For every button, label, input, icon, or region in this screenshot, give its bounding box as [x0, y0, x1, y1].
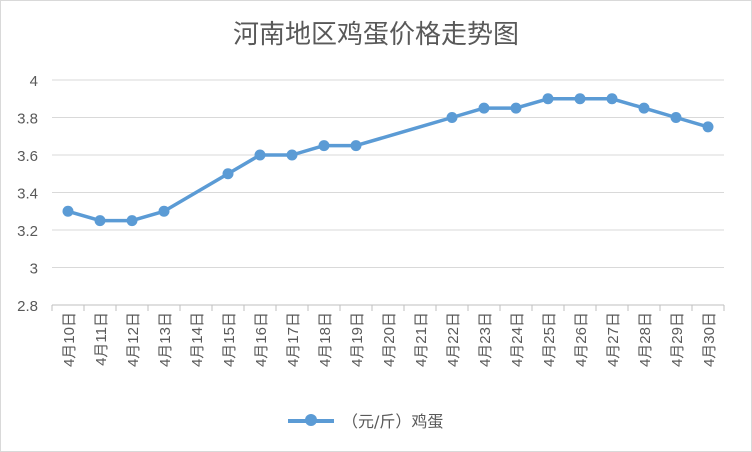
data-point	[478, 102, 490, 114]
data-point	[126, 215, 138, 227]
x-tick-label: 4月11日	[93, 312, 110, 366]
x-tick-label: 4月22日	[445, 312, 462, 367]
x-tick-label: 4月14日	[189, 312, 206, 367]
x-tick-label: 4月20日	[381, 312, 398, 367]
x-tick-label: 4月28日	[637, 312, 654, 367]
data-point	[286, 149, 298, 161]
x-tick-label: 4月21日	[413, 312, 430, 367]
x-tick-label: 4月23日	[477, 312, 494, 367]
x-tick-label: 4月16日	[253, 312, 270, 367]
series-line	[66, 97, 710, 223]
data-point	[94, 215, 106, 227]
x-tick-label: 4月27日	[605, 312, 622, 367]
x-tick-label: 4月24日	[509, 312, 526, 367]
data-point	[542, 93, 554, 105]
x-tick-label: 4月30日	[701, 312, 718, 367]
y-tick-label: 3.4	[17, 186, 38, 203]
x-tick-label: 4月12日	[125, 312, 142, 367]
data-point	[670, 112, 682, 123]
data-point	[254, 149, 266, 161]
chart-title: 河南地区鸡蛋价格走势图	[232, 20, 519, 50]
data-point	[606, 93, 618, 105]
data-point	[222, 168, 234, 180]
x-tick-label: 4月18日	[317, 312, 334, 367]
x-tick-label: 4月10日	[61, 312, 78, 367]
x-tick-label: 4月26日	[573, 312, 590, 367]
data-point	[350, 140, 362, 152]
y-tick-label: 3.6	[17, 148, 38, 165]
y-tick-label: 3.2	[17, 223, 38, 240]
data-point	[638, 102, 650, 114]
data-point	[702, 121, 714, 133]
x-tick-label: 4月19日	[349, 312, 366, 367]
x-tick-label: 4月29日	[669, 312, 686, 367]
data-point	[158, 205, 170, 217]
y-tick-label: 4	[30, 73, 38, 90]
x-tick-label: 4月17日	[285, 312, 302, 367]
y-tick-label: 2.8	[17, 298, 38, 315]
x-tick-label: 4月13日	[157, 312, 174, 367]
x-tick-label: 4月25日	[541, 312, 558, 367]
data-point	[62, 205, 74, 217]
data-point	[574, 93, 586, 105]
data-point	[318, 140, 330, 152]
legend-marker	[288, 410, 334, 430]
y-tick-label: 3.8	[17, 111, 38, 128]
data-point	[510, 102, 522, 114]
y-tick-label: 3	[30, 261, 38, 278]
legend: （元/斤）鸡蛋	[288, 408, 443, 432]
x-tick-label: 4月15日	[221, 312, 238, 367]
data-point	[446, 112, 458, 123]
legend-label: （元/斤）鸡蛋	[342, 412, 444, 431]
